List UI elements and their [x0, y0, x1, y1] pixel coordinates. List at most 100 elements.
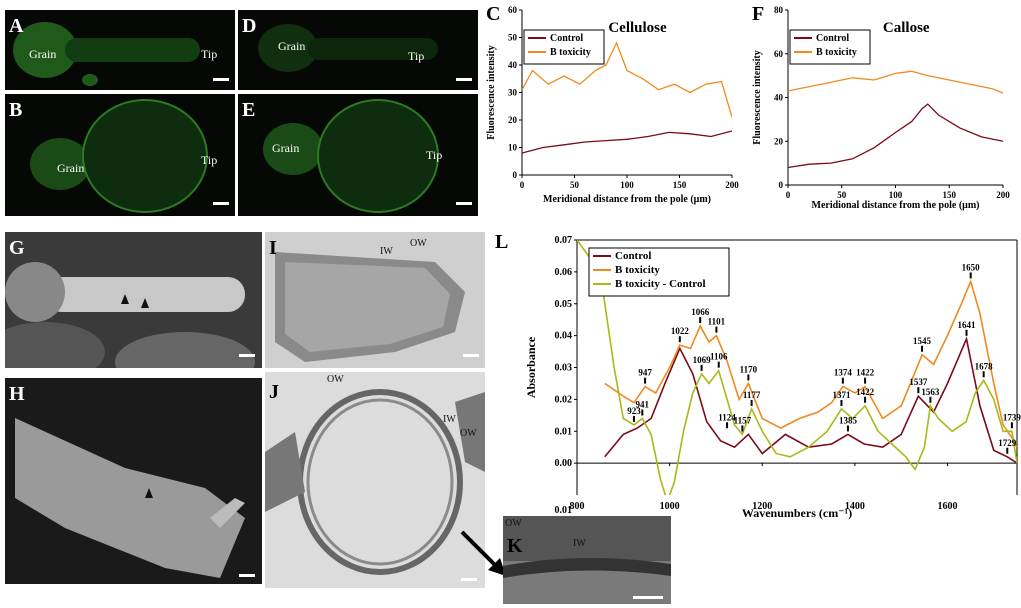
- x-tick-label: 1200: [752, 501, 772, 512]
- x-tick-label: 50: [570, 180, 580, 190]
- y-tick-label: 50: [508, 33, 518, 43]
- scale-bar: [456, 202, 472, 205]
- outer-wall-label: OW: [410, 238, 427, 249]
- pollen-tube-shape: [258, 24, 438, 72]
- panel-k-micrograph: OW IW K: [503, 516, 671, 604]
- y-tick-label: 20: [508, 115, 518, 125]
- scale-bar: [633, 596, 663, 599]
- panel-label: E: [242, 99, 256, 121]
- peak-label: 1385: [839, 415, 858, 425]
- x-tick-label: 0: [520, 180, 525, 190]
- outer-wall-label: OW: [460, 428, 477, 439]
- scale-bar: [456, 78, 472, 81]
- peak-label: 1069: [693, 355, 712, 365]
- legend-box: [789, 29, 871, 65]
- series-line-b-toxicity: [604, 278, 1017, 448]
- panel-label: C: [486, 3, 500, 25]
- peak-label: 1641: [958, 320, 977, 330]
- panel-i-micrograph: I IW OW: [265, 232, 485, 368]
- panel-label: A: [9, 15, 24, 37]
- x-axis-label: Meridional distance from the pole (μm): [543, 194, 711, 205]
- tem-section-shape: [275, 252, 465, 362]
- x-tick-label: 100: [620, 180, 634, 190]
- peak-label: 1650: [962, 262, 981, 272]
- y-tick-label: 80: [774, 5, 784, 15]
- panel-label: L: [495, 231, 508, 253]
- sem-tube-shape: [15, 418, 245, 578]
- peak-label: 941: [636, 400, 650, 410]
- x-tick-label: 100: [889, 190, 903, 200]
- tip-label: Tip: [408, 49, 425, 63]
- arrow-icon: [460, 530, 506, 576]
- series-line-b-toxicity: [788, 70, 1003, 94]
- grain-label: Grain: [272, 141, 300, 155]
- legend-entry: B toxicity - Control: [615, 278, 706, 290]
- x-axis-label: Wavenumbers (cm⁻¹): [742, 506, 852, 520]
- y-tick-label: 10: [508, 143, 518, 153]
- peak-label: 1545: [913, 336, 932, 346]
- inner-wall-label: IW: [443, 414, 456, 425]
- y-tick-label: 40: [508, 60, 518, 70]
- panel-label: J: [269, 381, 279, 403]
- panel-label: G: [9, 237, 25, 259]
- inner-wall-label: IW: [380, 246, 393, 257]
- inner-wall-label: IW: [573, 538, 586, 549]
- panel-a-micrograph: A Grain Tip: [5, 10, 235, 90]
- panel-d-micrograph: D Grain Tip: [238, 10, 478, 90]
- x-tick-label: 50: [837, 190, 847, 200]
- x-tick-label: 200: [996, 190, 1010, 200]
- y-tick-label: 0.00: [555, 458, 573, 469]
- x-tick-label: 800: [570, 501, 585, 512]
- peak-label: 1170: [740, 364, 758, 374]
- peak-label: 1374: [834, 368, 853, 378]
- legend-entry: Control: [816, 33, 849, 44]
- y-axis-label: Fluorescence intensity: [752, 50, 763, 145]
- y-tick-label: 0.06: [555, 267, 573, 278]
- peak-label: 1177: [743, 390, 761, 400]
- scale-bar: [461, 578, 477, 581]
- scale-bar: [239, 574, 255, 577]
- tip-label: Tip: [426, 148, 443, 162]
- y-tick-label: 0.05: [555, 299, 573, 310]
- y-tick-label: 60: [774, 49, 784, 59]
- legend-entry: Control: [550, 33, 583, 44]
- y-tick-label: 60: [508, 5, 518, 15]
- chart-title: Cellulose: [608, 20, 667, 36]
- chart-title: Callose: [883, 20, 930, 36]
- y-tick-label: 0: [779, 180, 784, 190]
- x-tick-label: 150: [673, 180, 687, 190]
- x-tick-label: 0: [786, 190, 791, 200]
- panel-label: I: [269, 237, 277, 259]
- outer-wall-label: OW: [327, 374, 344, 385]
- pollen-tube-shape: [263, 99, 439, 213]
- series-line-control: [522, 130, 732, 154]
- y-axis-label: Fluorescence intensity: [486, 45, 497, 140]
- pollen-tube-shape: [30, 99, 208, 213]
- tem-wall-shape: [503, 516, 671, 578]
- grain-label: Grain: [278, 39, 306, 53]
- grain-label: Grain: [57, 161, 85, 175]
- legend-box: [588, 247, 730, 297]
- y-axis-label: Absorbance: [524, 336, 538, 398]
- peak-label: 1422: [856, 368, 875, 378]
- panel-j-micrograph: J OW IW OW: [265, 372, 485, 588]
- tip-label: Tip: [201, 47, 218, 61]
- peak-label: 1422: [856, 387, 875, 397]
- panel-b-micrograph: B Grain Tip: [5, 94, 235, 216]
- scale-bar: [463, 354, 479, 357]
- peak-label: 1066: [691, 307, 710, 317]
- peak-label: 1124: [718, 412, 736, 422]
- series-line-b-toxicity-control: [577, 240, 1017, 495]
- tip-label: Tip: [201, 153, 218, 167]
- panel-e-micrograph: E Grain Tip: [238, 94, 478, 216]
- panel-g-micrograph: G: [5, 232, 262, 368]
- legend-entry: Control: [615, 250, 651, 262]
- scale-bar: [239, 354, 255, 357]
- y-tick-label: 0.03: [555, 363, 573, 374]
- x-tick-label: 1400: [845, 501, 865, 512]
- peak-label: 1371: [832, 390, 851, 400]
- x-tick-label: 1000: [660, 501, 680, 512]
- legend-entry: B toxicity: [816, 47, 857, 58]
- panel-label: K: [507, 535, 523, 557]
- peak-label: 1678: [975, 361, 994, 371]
